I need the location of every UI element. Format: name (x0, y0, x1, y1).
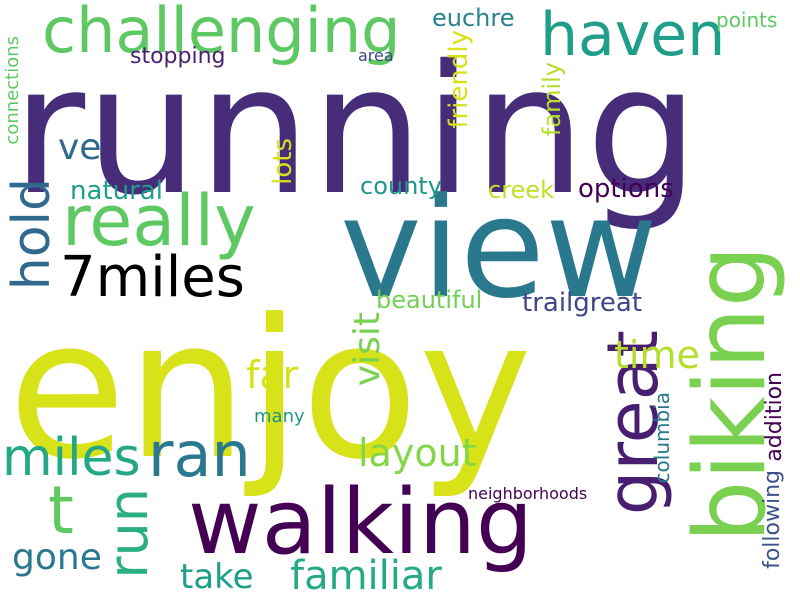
word-haven: haven (540, 0, 726, 70)
word-miles: miles (2, 428, 141, 488)
word-county: county (360, 172, 442, 200)
word-trailgreat: trailgreat (522, 288, 643, 318)
word-many: many (254, 406, 305, 427)
word-take: take (180, 557, 254, 597)
word-points: points (716, 8, 778, 32)
word-7miles: 7miles (60, 245, 245, 310)
word-friendly: friendly (444, 30, 474, 129)
word-walking: walking (188, 470, 534, 575)
word-layout: layout (358, 431, 477, 475)
word-following: following (760, 470, 785, 569)
word-ran: ran (148, 418, 251, 491)
word-visit: visit (347, 312, 388, 387)
word-addition: addition (762, 372, 787, 462)
word-enjoy: enjoy (8, 279, 533, 502)
word-area: area (358, 46, 394, 65)
word-gone: gone (12, 537, 102, 578)
word-beautiful: beautiful (376, 286, 483, 314)
word-options: options (578, 174, 674, 204)
word-family: family (538, 62, 566, 137)
word-euchre: euchre (432, 4, 515, 32)
word-really: really (62, 180, 256, 262)
word-challenging: challenging (42, 0, 401, 67)
word-columbia: columbia (650, 392, 674, 484)
word-natural: natural (70, 176, 163, 206)
word-time: time (614, 333, 700, 377)
word-familiar: familiar (290, 553, 442, 599)
word-running: running (12, 27, 699, 234)
word-ve: ve (58, 127, 102, 168)
word-run: run (97, 488, 160, 579)
word-t: t (48, 472, 74, 549)
word-creek: creek (488, 176, 554, 204)
word-connections: connections (2, 36, 23, 145)
word-hold: hold (2, 178, 62, 291)
word-neighborhoods: neighborhoods (468, 484, 588, 503)
word-lots: lots (268, 138, 298, 185)
word-view: view (340, 168, 658, 329)
word-stopping: stopping (130, 44, 226, 69)
word-far: far (246, 353, 299, 397)
